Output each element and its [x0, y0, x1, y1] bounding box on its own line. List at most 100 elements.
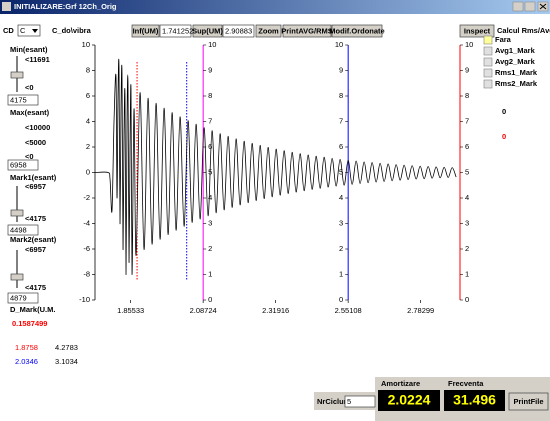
- damping-box: [378, 390, 440, 411]
- slider-label: Mark2(esant): [10, 235, 57, 244]
- window-controls[interactable]: [512, 1, 549, 12]
- calc-label: Calcul Rms/Avg: [497, 26, 550, 35]
- y2-tick-label: 3: [339, 218, 343, 227]
- option-checkbox[interactable]: [483, 79, 493, 89]
- x-tick-label: 2.78299: [407, 306, 434, 315]
- slider-scale: <0: [25, 83, 34, 92]
- minimize[interactable]: [512, 1, 524, 12]
- y2-tick-label: 8: [208, 91, 212, 100]
- y2-tick-label: 0: [465, 295, 469, 304]
- toolbar-button[interactable]: [282, 24, 332, 38]
- waveform: [94, 58, 457, 275]
- y2-tick-label: 9: [208, 65, 212, 74]
- slider-scale: <11691: [25, 55, 50, 64]
- dmark-label: D_Mark(U.M.: [10, 305, 55, 314]
- x-tick-label: 1.85533: [117, 306, 144, 315]
- y-tick-label: 6: [86, 91, 90, 100]
- y-tick-label: -6: [83, 244, 90, 253]
- option-label: Rms1_Mark: [495, 68, 538, 77]
- maximize[interactable]: [524, 1, 536, 12]
- inf-button-label: Inf(UM): [133, 26, 159, 35]
- option-checkbox[interactable]: [483, 57, 493, 67]
- mark-position: 1.8758: [15, 343, 38, 352]
- x-tick-label: 2.31916: [262, 306, 289, 315]
- option-checkbox[interactable]: [483, 68, 493, 78]
- slider-label: Mark1(esant): [10, 173, 57, 182]
- inf-button[interactable]: [131, 24, 160, 38]
- y2-tick-label: 7: [465, 116, 469, 125]
- option-label: Avg1_Mark: [495, 46, 536, 55]
- slider-thumb[interactable]: [10, 273, 24, 281]
- y2-tick-label: 10: [335, 40, 343, 49]
- title-bar: [0, 0, 550, 14]
- y2-tick-label: 3: [465, 218, 469, 227]
- dropdown-arrow: [32, 29, 38, 33]
- y-tick-label: 10: [82, 40, 90, 49]
- y2-tick-label: 5: [465, 167, 469, 176]
- slider-input-value: 4498: [10, 225, 27, 234]
- window-title: INITIALIZARE:Grf 12Ch_Orig: [14, 2, 117, 11]
- inspect-button-label: Inspect: [464, 26, 491, 35]
- y2-tick-label: 1: [339, 269, 343, 278]
- inf-input[interactable]: [159, 24, 192, 38]
- y2-tick-label: 3: [208, 218, 212, 227]
- sup-button[interactable]: [192, 24, 223, 38]
- x-tick-label: 2.55108: [335, 306, 362, 315]
- sup-input-value: 2.90883: [225, 26, 252, 35]
- y2-tick-label: 10: [465, 40, 473, 49]
- app-icon: [2, 2, 11, 11]
- dmark-value: 0.1587499: [12, 319, 47, 328]
- y2-tick-label: 1: [465, 269, 469, 278]
- result-value: 0: [502, 132, 506, 141]
- slider-scale: <5000: [25, 138, 46, 147]
- y2-tick-label: 10: [208, 40, 216, 49]
- print-button[interactable]: [508, 392, 549, 411]
- y-tick-label: -8: [83, 269, 90, 278]
- slider-input-value: 4175: [10, 95, 27, 104]
- freq-box: [444, 390, 505, 411]
- y2-tick-label: 1: [208, 269, 212, 278]
- y2-tick-label: 2: [339, 244, 343, 253]
- slider-scale: <10000: [25, 123, 50, 132]
- slider-input[interactable]: [7, 224, 39, 236]
- mark-value: 3.1034: [55, 357, 78, 366]
- drive-select[interactable]: [17, 24, 41, 37]
- inspect-button[interactable]: [459, 24, 495, 38]
- x-tick-label: 2.08724: [190, 306, 217, 315]
- toolbar-button[interactable]: [255, 24, 282, 38]
- slider-input-value: 4879: [10, 293, 27, 302]
- option-checkbox[interactable]: [483, 35, 493, 45]
- y-tick-label: -10: [79, 295, 90, 304]
- slider-thumb[interactable]: [10, 71, 24, 79]
- y2-tick-label: 5: [339, 167, 343, 176]
- y-tick-label: -4: [83, 218, 90, 227]
- mark-value: 4.2783: [55, 343, 78, 352]
- y2-tick-label: 2: [208, 244, 212, 253]
- y2-tick-label: 7: [339, 116, 343, 125]
- cycles-input[interactable]: [344, 395, 376, 408]
- slider-scale: <6957: [25, 182, 46, 191]
- slider-scale: <0: [25, 152, 34, 161]
- slider-input[interactable]: [7, 292, 39, 304]
- close-icon: [539, 3, 547, 10]
- slider-scale: <6957: [25, 245, 46, 254]
- toolbar-button-label: PrintAVG/RMS: [281, 26, 333, 35]
- toolbar-button[interactable]: [331, 24, 383, 38]
- freq-value: 31.496: [453, 392, 496, 408]
- y-tick-label: -2: [83, 193, 90, 202]
- damping-value: 2.0224: [388, 392, 431, 408]
- slider-thumb[interactable]: [10, 209, 24, 217]
- slider-input[interactable]: [7, 94, 39, 106]
- sup-input[interactable]: [222, 24, 255, 38]
- damping-label: Amortizare: [381, 379, 420, 388]
- sup-button-label: Sup(UM): [192, 26, 223, 35]
- y-tick-label: 4: [86, 116, 90, 125]
- option-checkbox[interactable]: [483, 46, 493, 56]
- y-tick-label: 2: [86, 142, 90, 151]
- slider-input[interactable]: [7, 159, 39, 171]
- toolbar-button-label: Zoom: [258, 26, 279, 35]
- drive-label: CD: [3, 26, 14, 35]
- y2-tick-label: 0: [339, 295, 343, 304]
- y2-tick-label: 4: [465, 193, 469, 202]
